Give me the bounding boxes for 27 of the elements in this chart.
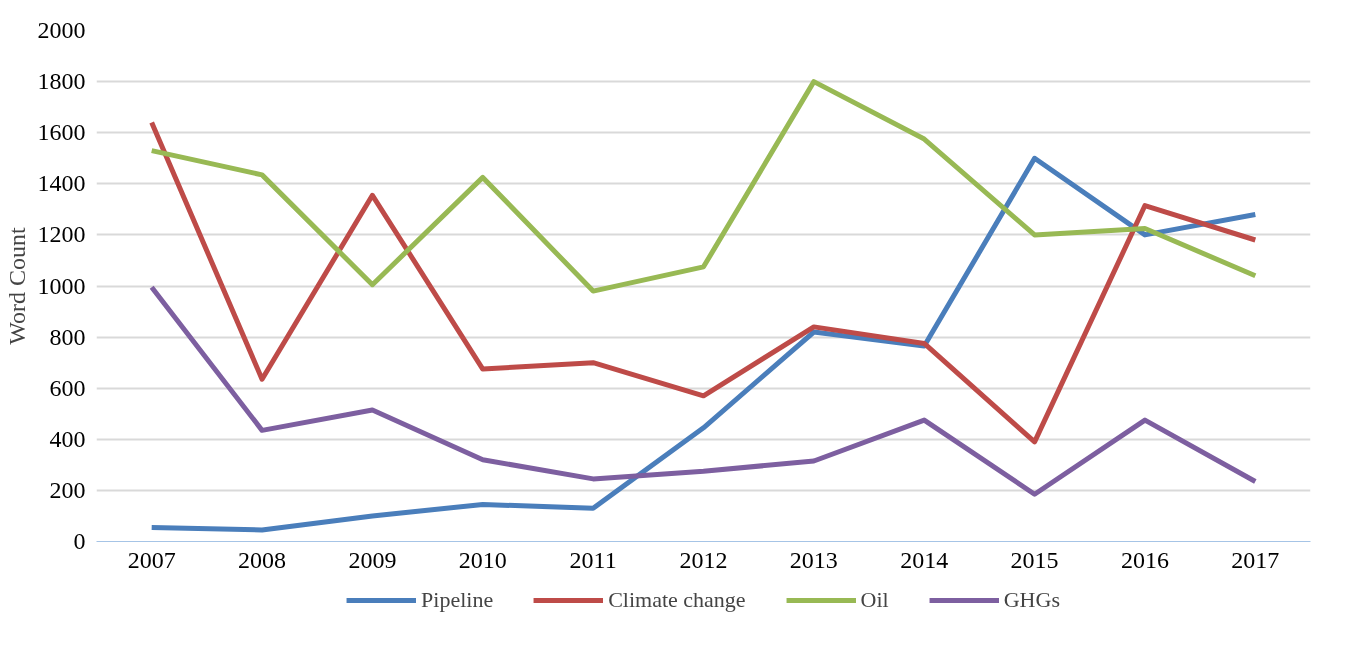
y-tick-label: 200 [49, 476, 86, 503]
y-tick-label: 2000 [37, 17, 86, 43]
y-tick-label: 600 [49, 374, 86, 401]
x-tick-label: 2010 [458, 546, 507, 573]
legend-label: GHGs [1003, 587, 1060, 613]
y-tick-label: 1000 [37, 272, 86, 299]
x-tick-label: 2008 [238, 546, 287, 573]
x-tick-label: 2014 [900, 546, 949, 573]
legend-label: Oil [860, 587, 889, 613]
legend-label: Pipeline [421, 587, 494, 613]
y-tick-label: 1400 [37, 170, 86, 197]
x-tick-label: 2013 [789, 546, 838, 573]
y-tick-label: 0 [73, 528, 86, 554]
y-tick-label: 800 [49, 323, 86, 350]
y-tick-label: 1800 [37, 68, 86, 95]
x-tick-label: 2015 [1010, 546, 1059, 573]
x-tick-label: 2007 [127, 546, 176, 573]
y-tick-label: 1200 [37, 221, 86, 248]
y-axis-title: Word Count [3, 226, 30, 345]
x-tick-label: 2009 [348, 546, 397, 573]
x-tick-label: 2011 [569, 546, 617, 573]
x-tick-label: 2012 [679, 546, 728, 573]
y-tick-label: 400 [49, 425, 86, 452]
x-tick-label: 2017 [1231, 546, 1280, 573]
y-tick-label: 1600 [37, 119, 86, 146]
legend-label: Climate change [608, 587, 746, 613]
x-tick-label: 2016 [1120, 546, 1169, 573]
